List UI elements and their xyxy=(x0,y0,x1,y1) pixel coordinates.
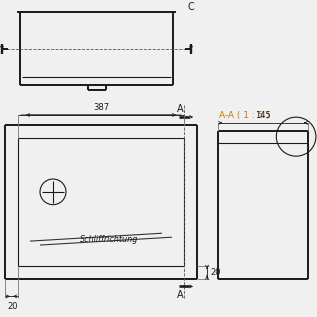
Text: Schliffrichtung: Schliffrichtung xyxy=(80,235,138,244)
Text: C: C xyxy=(188,2,194,11)
Text: 20: 20 xyxy=(210,268,221,277)
Text: 20: 20 xyxy=(7,302,18,311)
Text: 145: 145 xyxy=(255,111,271,120)
Text: A-A ( 1 : 5 ): A-A ( 1 : 5 ) xyxy=(219,112,270,120)
Text: A: A xyxy=(177,104,183,114)
Text: A: A xyxy=(177,290,183,300)
Text: 387: 387 xyxy=(93,103,109,112)
